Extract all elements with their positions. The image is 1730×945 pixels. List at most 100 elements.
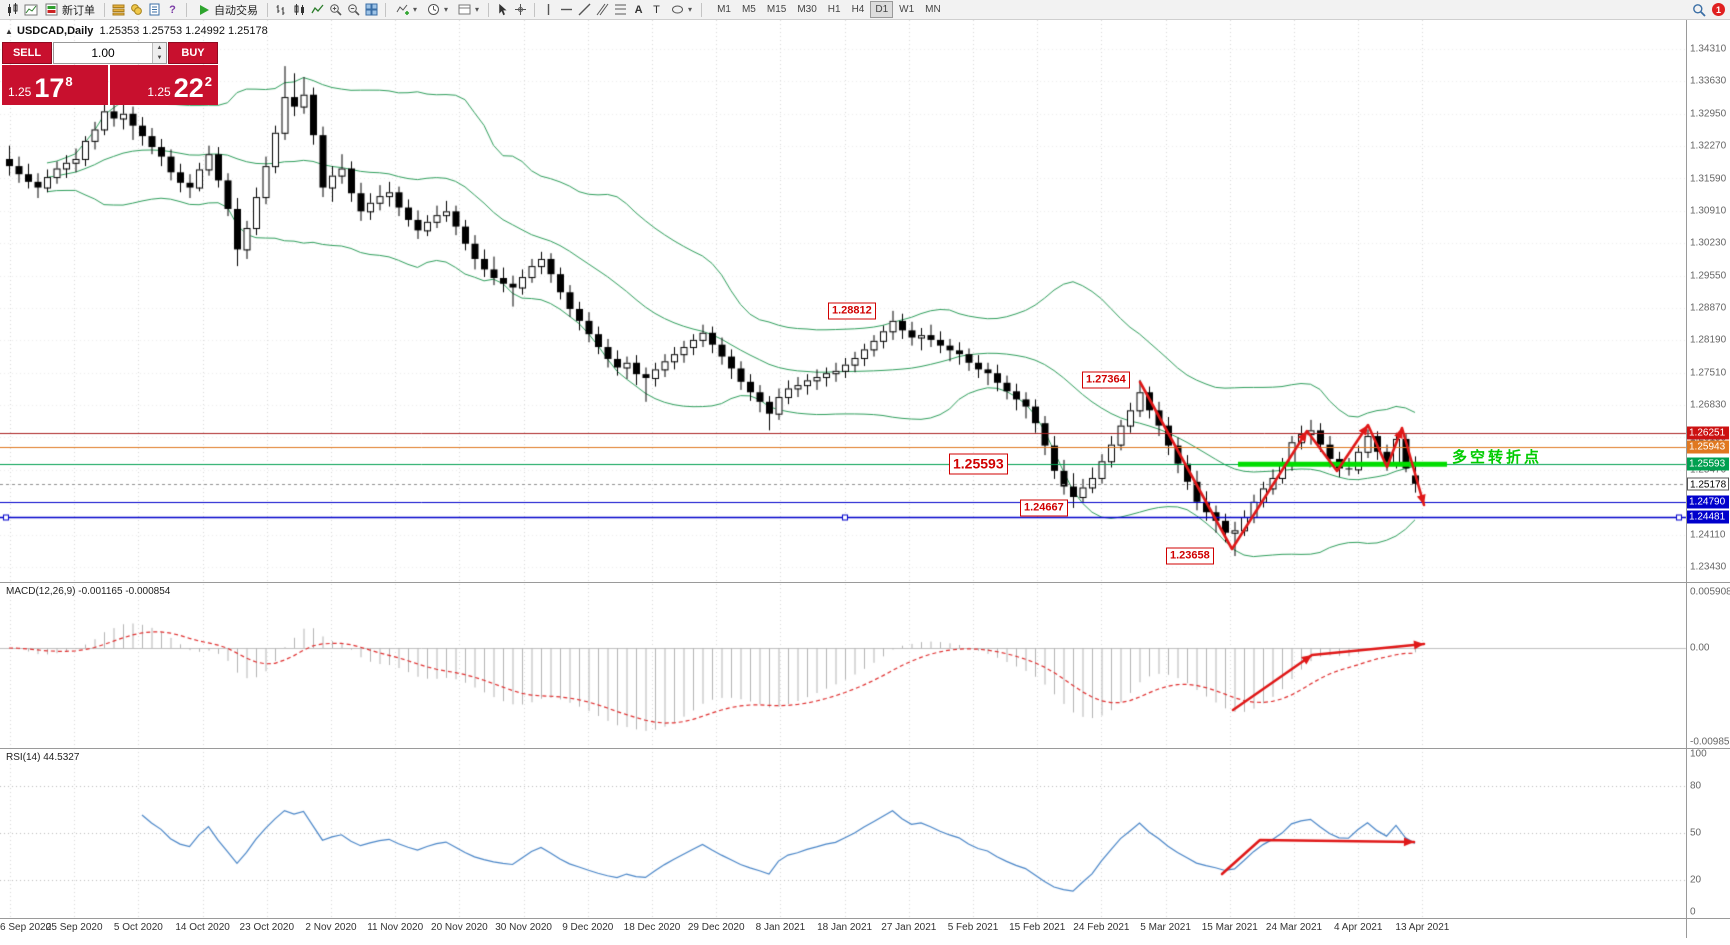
date-axis-label[interactable]: 5 Mar 2021 [1140,922,1191,933]
date-axis-label[interactable]: 14 Oct 2020 [175,922,230,933]
help-icon[interactable]: ? [169,3,176,16]
timeframe-menu-button[interactable]: ▾ [423,2,451,18]
lot-up-icon[interactable]: ▲ [153,43,166,53]
crosshair-icon[interactable] [513,2,528,17]
date-axis-label[interactable]: 24 Feb 2021 [1073,922,1130,933]
price-axis-label[interactable]: 1.31590 [1690,173,1727,184]
indicators-button[interactable]: ▾ [392,2,420,18]
shapes-button[interactable]: ▾ [667,2,695,18]
search-icon[interactable] [1691,2,1706,17]
macd-rsi-divider[interactable] [0,748,1730,749]
price-axis-label[interactable]: 1.30230 [1690,237,1727,249]
rsi-axis-label[interactable]: 100 [1690,748,1707,760]
timeframe-h4[interactable]: H4 [851,4,865,15]
sell-button[interactable]: SELL [2,42,52,64]
price-axis-label[interactable]: 1.24110 [1690,529,1726,541]
price-axis-label[interactable]: 1.34310 [1690,43,1727,55]
timeframe-m1[interactable]: M1 [717,4,731,15]
hline-price-tag[interactable]: 1.24790 [1687,495,1729,509]
rsi-axis-label[interactable]: 0 [1690,906,1696,918]
new-order-button[interactable]: 新订单 [41,2,98,18]
bar-chart-icon[interactable] [274,2,289,17]
date-axis-label[interactable]: 8 Jan 2021 [755,922,806,933]
date-axis-label[interactable]: 18 Jan 2021 [817,922,873,933]
notification-badge[interactable]: 1 [1712,3,1725,16]
price-axis-label[interactable]: 1.28870 [1690,302,1727,314]
date-axis-label[interactable]: 6 Sep 2020 [0,922,52,933]
macd-axis-label[interactable]: 0.00 [1690,642,1710,654]
price-callout[interactable]: 1.24667 [1020,499,1068,517]
text-icon[interactable]: A [634,3,643,16]
price-callout[interactable]: 1.23658 [1166,547,1214,565]
oneclick-collapse-icon[interactable]: ▲ [5,27,13,36]
turning-point-annotation[interactable]: 多空转折点 [1452,449,1543,466]
timeframe-h1[interactable]: H1 [827,4,841,15]
zoom-in-icon[interactable] [328,2,343,17]
timeframe-m15[interactable]: M15 [766,4,787,15]
buy-price-display[interactable]: 1.25 22 2 [110,65,218,105]
timeframe-mn[interactable]: MN [925,4,941,15]
macd-axis-label[interactable]: 0.005908 [1690,586,1730,598]
price-callout[interactable]: 1.28812 [828,302,876,320]
fibonacci-icon[interactable] [613,2,628,17]
templates-button[interactable]: ▾ [454,2,482,18]
layouts-icon[interactable] [111,2,126,17]
timeframe-d1[interactable]: D1 [870,1,894,18]
label-icon[interactable]: T [653,3,660,16]
date-axis-label[interactable]: 4 Apr 2021 [1334,922,1383,933]
autotrading-button[interactable]: 自动交易 [193,2,261,18]
lot-size-input[interactable] [54,43,152,63]
timeframe-w1[interactable]: W1 [899,4,915,15]
date-axis-label[interactable]: 18 Dec 2020 [623,922,681,933]
price-axis-label[interactable]: 1.27510 [1690,367,1727,379]
candlestick-chart-icon[interactable] [5,2,20,17]
date-axis-label[interactable]: 2 Nov 2020 [305,922,357,933]
date-axis-label[interactable]: 23 Oct 2020 [239,922,295,933]
vertical-line-icon[interactable] [541,2,556,17]
channel-icon[interactable] [595,2,610,17]
candles-icon[interactable] [292,2,307,17]
date-axis-label[interactable]: 24 Mar 2021 [1265,922,1323,933]
date-axis-label[interactable]: 13 Apr 2021 [1395,922,1450,933]
price-axis-label[interactable]: 1.32270 [1690,140,1727,152]
price-axis-label[interactable]: 1.23430 [1690,561,1727,573]
hline-price-tag[interactable]: 1.25943 [1687,440,1729,454]
date-axis-label[interactable]: 20 Nov 2020 [431,922,488,933]
date-axis-label[interactable]: 9 Dec 2020 [562,922,614,933]
rsi-axis-label[interactable]: 20 [1690,874,1702,886]
date-axis-label[interactable]: 25 Sep 2020 [45,922,103,933]
report-icon[interactable] [147,2,162,17]
new-chart-icon[interactable] [23,2,38,17]
coins-icon[interactable] [129,2,144,17]
cursor-icon[interactable] [495,2,510,17]
line-chart-icon[interactable] [310,2,325,17]
date-axis-label[interactable]: 29 Dec 2020 [687,922,745,933]
date-axis-label[interactable]: 15 Mar 2021 [1201,922,1258,933]
price-callout[interactable]: 1.27364 [1082,371,1130,389]
timeframe-m30[interactable]: M30 [797,4,817,15]
price-axis-label[interactable]: 1.28190 [1690,334,1727,346]
hline-price-tag[interactable]: 1.26251 [1687,426,1729,440]
price-axis-label[interactable]: 1.32950 [1690,108,1727,120]
buy-button[interactable]: BUY [168,42,218,64]
main-macd-divider[interactable] [0,582,1730,583]
rsi-axis-label[interactable]: 50 [1690,827,1702,839]
hline-price-tag[interactable]: 1.25593 [1687,457,1729,471]
trendline-icon[interactable] [577,2,592,17]
date-axis-label[interactable]: 11 Nov 2020 [367,922,424,933]
date-axis-label[interactable]: 27 Jan 2021 [881,922,937,933]
hline-price-tag[interactable]: 1.24481 [1687,510,1729,524]
horizontal-line-icon[interactable] [559,2,574,17]
price-callout[interactable]: 1.25593 [949,453,1008,475]
date-axis-label[interactable]: 5 Oct 2020 [113,922,163,933]
timeframe-m5[interactable]: M5 [741,4,756,15]
price-axis-label[interactable]: 1.26830 [1690,399,1727,411]
price-axis-label[interactable]: 1.33630 [1690,75,1727,87]
lot-down-icon[interactable]: ▼ [153,53,166,63]
sell-price-display[interactable]: 1.25 17 8 [2,65,108,105]
date-axis-label[interactable]: 5 Feb 2021 [947,922,999,933]
date-axis-label[interactable]: 15 Feb 2021 [1009,922,1066,933]
date-axis-label[interactable]: 30 Nov 2020 [495,922,552,933]
rsi-axis-label[interactable]: 80 [1690,780,1702,792]
